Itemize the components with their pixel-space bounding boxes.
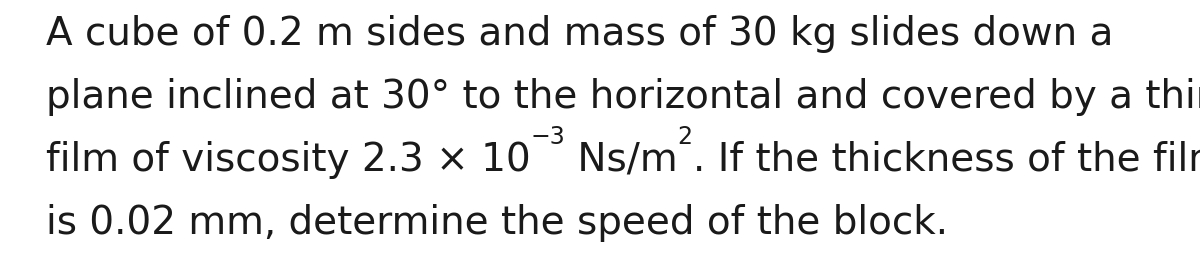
Text: . If the thickness of the film: . If the thickness of the film: [692, 141, 1200, 179]
Text: plane inclined at 30° to the horizontal and covered by a thin: plane inclined at 30° to the horizontal …: [46, 78, 1200, 116]
Text: −3: −3: [530, 125, 565, 149]
Text: film of viscosity 2.3 × 10: film of viscosity 2.3 × 10: [46, 141, 530, 179]
Text: 2: 2: [678, 125, 692, 149]
Text: is 0.02 mm, determine the speed of the block.: is 0.02 mm, determine the speed of the b…: [46, 204, 948, 242]
Text: A cube of 0.2 m sides and mass of 30 kg slides down a: A cube of 0.2 m sides and mass of 30 kg …: [46, 15, 1112, 53]
Text: Ns/m: Ns/m: [565, 141, 678, 179]
